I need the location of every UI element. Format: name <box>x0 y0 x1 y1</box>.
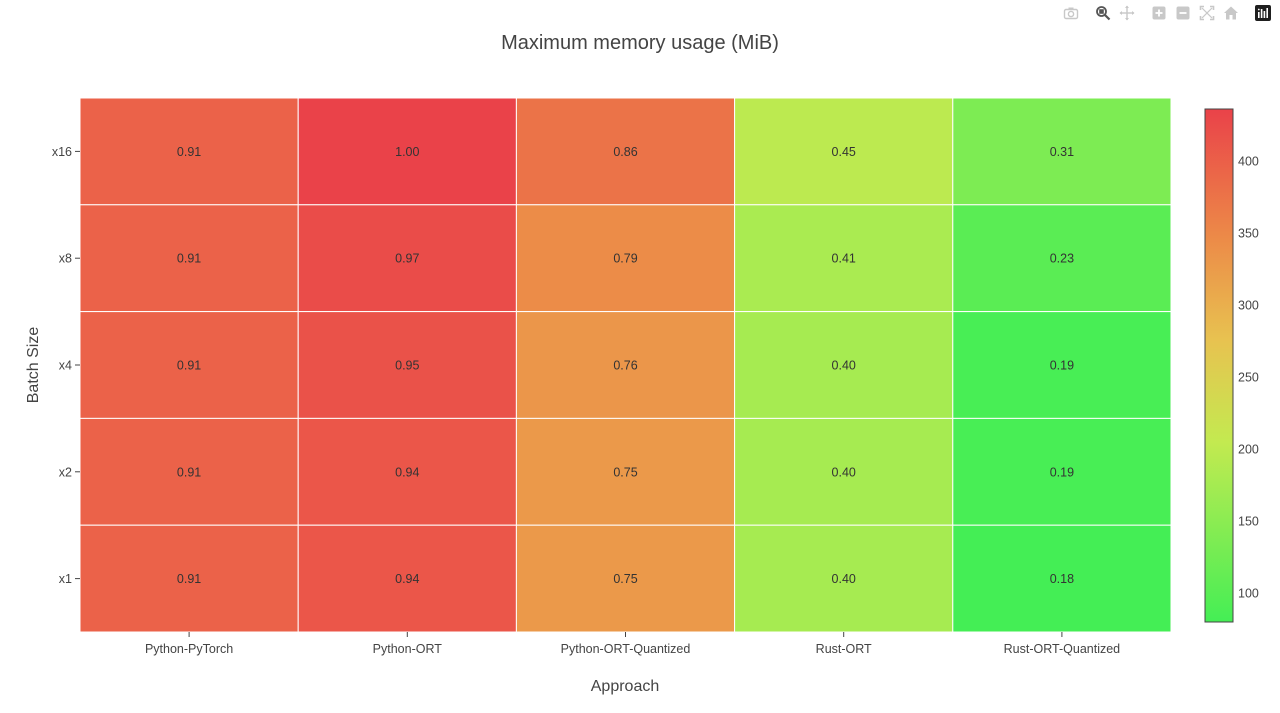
cell-label: 0.23 <box>1050 252 1074 266</box>
x-tick-label: Python-PyTorch <box>145 642 233 656</box>
heatmap-cell-x16-Rust-ORT <box>734 97 954 206</box>
cell-label: 0.75 <box>613 465 637 479</box>
cell-label: 0.91 <box>177 465 201 479</box>
heatmap-cell-x2-Python-ORT-Quantized <box>515 417 736 526</box>
modebar-group-zoom <box>1148 2 1242 24</box>
heatmap-cell-x4-Python-ORT-Quantized <box>515 311 736 419</box>
modebar-group-export <box>1060 2 1082 24</box>
y-tick-label: x2 <box>59 465 72 479</box>
x-tick-label: Python-ORT <box>373 642 443 656</box>
cell-label: 0.40 <box>832 359 856 373</box>
y-axis-title: Batch Size <box>25 327 42 404</box>
heatmap-cell-labels: 0.91 1.00 0.86 0.45 0.31 0.91 0.97 0.79 0.41 0.23… <box>177 145 1074 586</box>
heatmap-cell-x1-Python-ORT <box>297 524 517 633</box>
heatmap-cell-x2-Rust-ORT <box>734 417 954 526</box>
cell-label: 0.86 <box>613 145 637 159</box>
modebar-group-drag <box>1092 2 1138 24</box>
heatmap-cell-x16-Python-ORT <box>297 97 517 206</box>
cell-label: 0.41 <box>832 252 856 266</box>
cell-label: 0.31 <box>1050 145 1074 159</box>
y-tick-label: x1 <box>59 572 72 586</box>
x-tick-label: Rust-ORT-Quantized <box>1004 642 1121 656</box>
cell-label: 0.91 <box>177 359 201 373</box>
cell-label: 0.79 <box>613 252 637 266</box>
cell-label: 0.95 <box>395 359 419 373</box>
x-tick-label: Python-ORT-Quantized <box>561 642 691 656</box>
cell-label: 0.91 <box>177 572 201 586</box>
chart-title: Maximum memory usage (MiB) <box>501 32 779 54</box>
cell-label: 0.40 <box>832 465 856 479</box>
cell-label: 1.00 <box>395 145 419 159</box>
heatmap-cell-x16-Rust-ORT-Quantized <box>952 97 1172 206</box>
heatmap-cells <box>79 97 1172 633</box>
cell-label: 0.40 <box>832 572 856 586</box>
cell-label: 0.75 <box>613 572 637 586</box>
autoscale-icon[interactable] <box>1196 2 1218 24</box>
y-tick-label: x4 <box>59 359 72 373</box>
colorbar-tick-label: 100 <box>1238 587 1259 601</box>
heatmap-cell-x2-Rust-ORT-Quantized <box>952 417 1172 526</box>
pan-icon[interactable] <box>1116 2 1138 24</box>
cell-label: 0.94 <box>395 465 419 479</box>
colorbar: 100 150 200 250 300 350 400 <box>1204 108 1259 623</box>
heatmap-cell-x8-Python-PyTorch <box>79 204 299 313</box>
colorbar-tick-label: 150 <box>1238 515 1259 529</box>
cell-label: 0.97 <box>395 252 419 266</box>
zoom-in-icon[interactable] <box>1148 2 1170 24</box>
colorbar-tick-label: 350 <box>1238 226 1259 240</box>
y-tick-label: x8 <box>59 252 72 266</box>
x-tick-label: Rust-ORT <box>816 642 872 656</box>
heatmap-cell-x2-Python-ORT <box>297 417 517 526</box>
x-axis-title: Approach <box>591 678 660 695</box>
cell-label: 0.76 <box>613 359 637 373</box>
colorbar-tick-label: 250 <box>1238 371 1259 385</box>
y-axis: x16 x8 x4 x2 x1 <box>52 145 80 586</box>
heatmap-cell-x1-Rust-ORT-Quantized <box>952 524 1172 633</box>
cell-label: 0.19 <box>1050 359 1074 373</box>
colorbar-tick-label: 200 <box>1238 443 1259 457</box>
heatmap-cell-x1-Python-PyTorch <box>79 524 299 633</box>
heatmap-cell-x4-Rust-ORT <box>734 311 954 419</box>
modebar <box>1052 2 1274 24</box>
cell-label: 0.94 <box>395 572 419 586</box>
cell-label: 0.91 <box>177 145 201 159</box>
zoom-icon[interactable] <box>1092 2 1114 24</box>
heatmap-cell-x8-Python-ORT-Quantized <box>515 204 736 313</box>
heatmap-cell-x1-Python-ORT-Quantized <box>515 524 736 633</box>
heatmap-cell-x8-Rust-ORT-Quantized <box>952 204 1172 313</box>
cell-label: 0.45 <box>832 145 856 159</box>
modebar-group-logo <box>1252 2 1274 24</box>
y-tick-label: x16 <box>52 145 72 159</box>
cell-label: 0.19 <box>1050 465 1074 479</box>
colorbar-tick-label: 300 <box>1238 298 1259 312</box>
plotly-logo-icon[interactable] <box>1252 2 1274 24</box>
reset-axes-icon[interactable] <box>1220 2 1242 24</box>
x-axis: Python-PyTorch Python-ORT Python-ORT-Quant… <box>145 632 1120 656</box>
cell-label: 0.91 <box>177 252 201 266</box>
camera-icon[interactable] <box>1060 2 1082 24</box>
heatmap-cell-x4-Python-ORT <box>297 311 517 419</box>
colorbar-tick-label: 400 <box>1238 154 1259 168</box>
heatmap-cell-x16-Python-PyTorch <box>79 97 299 206</box>
zoom-out-icon[interactable] <box>1172 2 1194 24</box>
heatmap-cell-x4-Rust-ORT-Quantized <box>952 311 1172 419</box>
colorbar-gradient <box>1204 108 1234 623</box>
heatmap-cell-x16-Python-ORT-Quantized <box>515 97 736 206</box>
cell-label: 0.18 <box>1050 572 1074 586</box>
